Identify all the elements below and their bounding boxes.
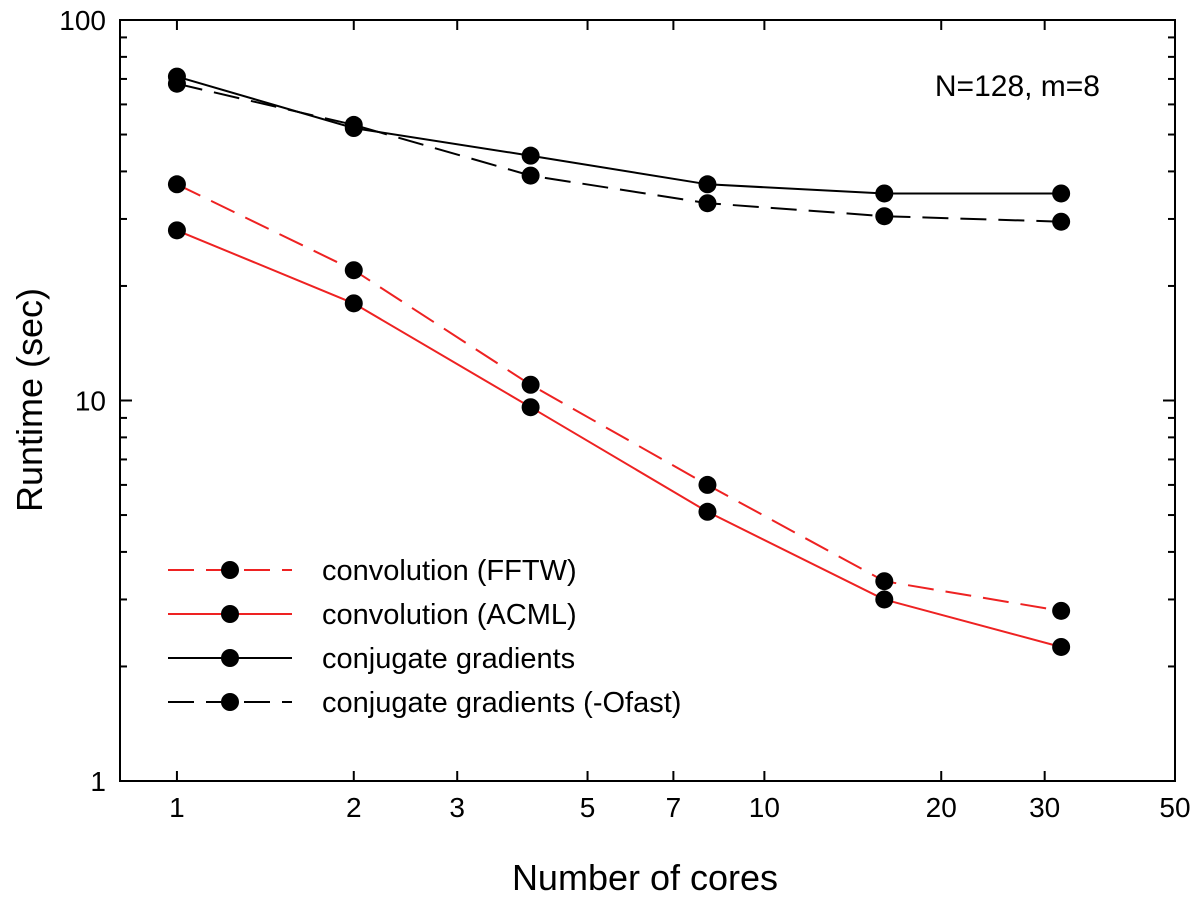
x-tick-label: 50	[1159, 792, 1190, 823]
series-3-point	[698, 175, 717, 194]
series-2-point	[875, 590, 894, 609]
legend: convolution (FFTW) convolution (ACML) conj…	[168, 555, 681, 719]
y-axis-title: Runtime (sec)	[9, 288, 50, 512]
y-tick-label: 100	[59, 5, 106, 36]
series-4-point	[875, 207, 894, 226]
legend-marker-4	[221, 693, 239, 711]
series-4-point	[167, 74, 186, 93]
x-tick-label: 30	[1029, 792, 1060, 823]
series-1-point	[875, 572, 894, 591]
series-2-point	[167, 221, 186, 240]
series-3-point	[521, 146, 540, 165]
series-4-point	[1052, 212, 1071, 231]
series-line-4	[176, 82, 1062, 223]
legend-marker-1	[221, 561, 239, 579]
legend-label-2: convolution (ACML)	[322, 599, 577, 631]
y-tick-label: 10	[75, 386, 106, 417]
legend-marker-2	[221, 605, 239, 623]
series-2-point	[344, 294, 363, 313]
legend-label-1: convolution (FFTW)	[322, 555, 577, 587]
series-4-point	[521, 166, 540, 185]
plot-frame	[119, 19, 1176, 782]
x-tick-label: 5	[580, 792, 596, 823]
x-tick-label: 1	[169, 792, 185, 823]
series-1-point	[521, 375, 540, 394]
x-tick-label: 3	[449, 792, 465, 823]
series-layer	[167, 67, 1071, 656]
legend-label-4: conjugate gradients (-Ofast)	[322, 687, 681, 719]
series-4-point	[698, 194, 717, 213]
x-tick-label: 20	[926, 792, 957, 823]
series-1-point	[344, 261, 363, 280]
x-tick-label: 10	[749, 792, 780, 823]
ticks-layer: 1 2 3 5 7 10 20 30 50 1 10 100	[59, 5, 1190, 823]
series-line-2	[176, 229, 1062, 648]
series-2-point	[1052, 637, 1071, 656]
series-1-point	[167, 175, 186, 194]
legend-marker-3	[221, 649, 239, 667]
legend-label-3: conjugate gradients	[322, 643, 575, 675]
series-line-3	[176, 75, 1062, 195]
series-1-point	[698, 475, 717, 494]
x-axis-title: Number of cores	[512, 857, 778, 898]
parameter-annotation: N=128, m=8	[935, 70, 1100, 103]
series-1-point	[1052, 601, 1071, 620]
x-tick-label: 7	[666, 792, 682, 823]
series-line-1	[176, 183, 1062, 612]
series-2-point	[521, 398, 540, 417]
series-4-point	[344, 115, 363, 134]
y-tick-label: 1	[90, 766, 106, 797]
series-3-point	[1052, 184, 1071, 203]
series-2-point	[698, 502, 717, 521]
series-3-point	[875, 184, 894, 203]
x-tick-label: 2	[346, 792, 362, 823]
